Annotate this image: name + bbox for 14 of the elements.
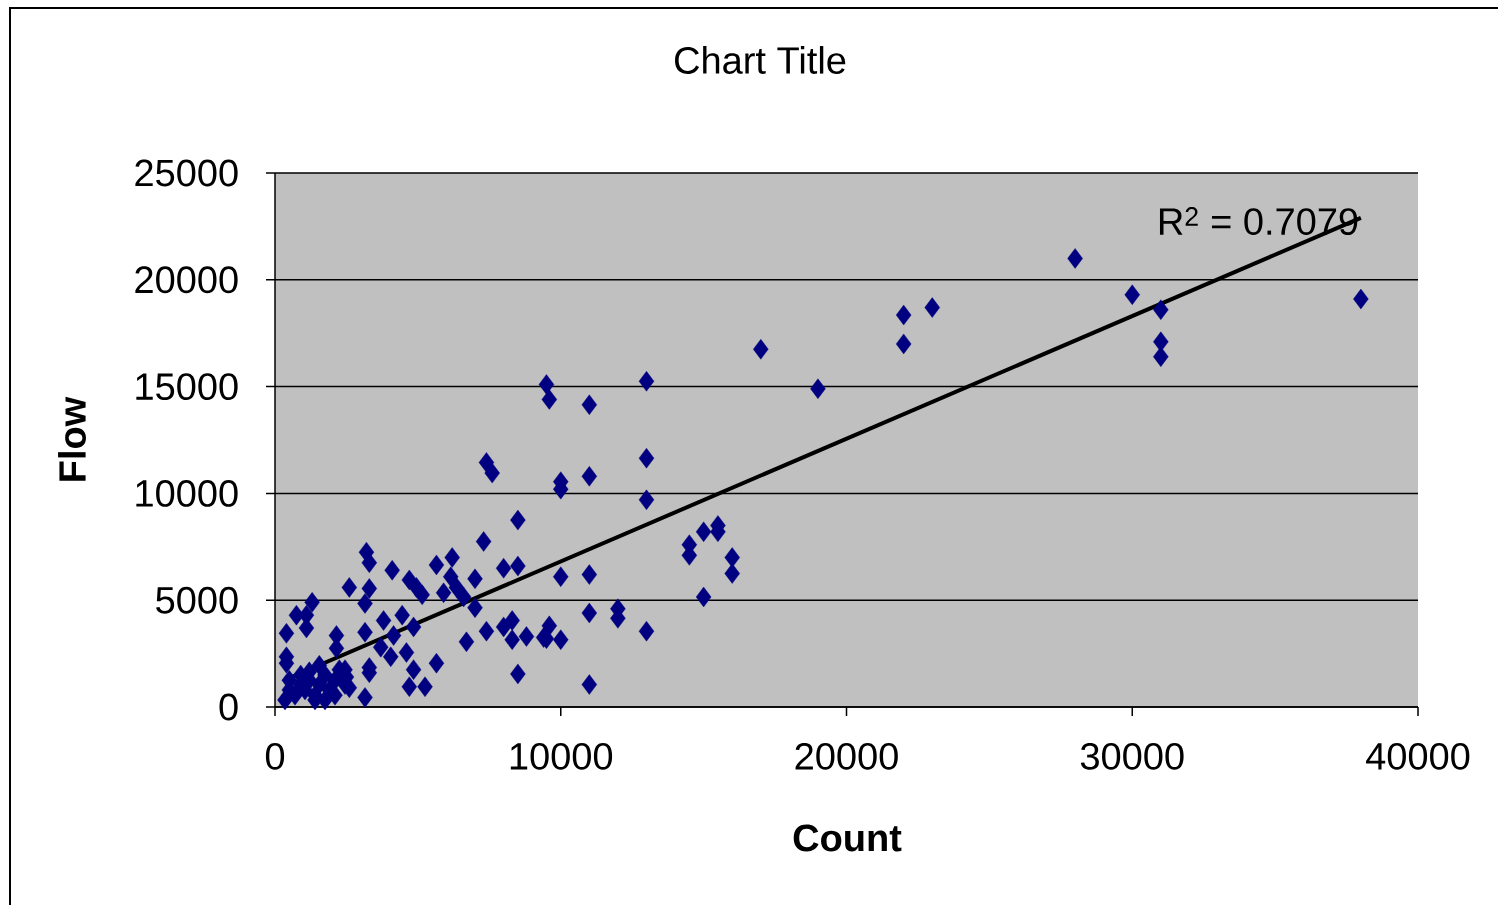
- x-tick-label: 0: [265, 742, 285, 770]
- y-tick-label: 5000: [156, 586, 238, 614]
- y-tick-label: 10000: [136, 479, 238, 507]
- y-tick-label: 15000: [136, 373, 238, 401]
- y-tick-label: 20000: [135, 266, 238, 294]
- chart-title: Chart Title: [675, 46, 846, 74]
- y-axis-title: Flow: [58, 396, 86, 481]
- x-tick-label: 20000: [795, 742, 898, 770]
- x-axis-title: Count: [793, 824, 902, 852]
- y-tick-label: 0: [219, 693, 238, 721]
- x-tick-label: 10000: [510, 742, 613, 770]
- x-tick-label: 30000: [1080, 742, 1184, 770]
- y-tick-label: 25000: [135, 159, 238, 187]
- x-tick-label: 40000: [1366, 742, 1470, 770]
